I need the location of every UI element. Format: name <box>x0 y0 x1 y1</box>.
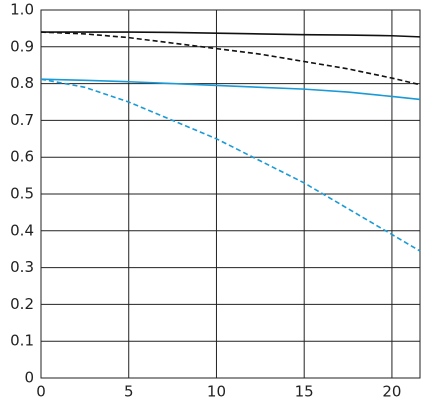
y-tick-label: 0 <box>24 369 34 387</box>
x-tick-label: 20 <box>382 383 401 401</box>
y-tick-label: 0.3 <box>10 258 34 276</box>
y-tick-label: 0.7 <box>10 111 34 129</box>
y-tick-label: 0.1 <box>10 332 34 350</box>
line-series <box>41 31 421 38</box>
x-tick-label: 10 <box>207 383 226 401</box>
y-tick-label: 0.6 <box>10 148 34 166</box>
y-tick-label: 0.8 <box>10 74 34 92</box>
line-series <box>40 78 421 252</box>
y-tick-label: 0.9 <box>10 37 34 55</box>
plot-frame <box>40 9 421 379</box>
y-tick-label: 1.0 <box>10 1 34 19</box>
y-tick-label: 0.4 <box>10 221 34 239</box>
line-series <box>40 78 421 101</box>
x-tick-label: 15 <box>295 383 314 401</box>
x-tick-label: 5 <box>124 383 134 401</box>
x-tick-label: 0 <box>36 383 46 401</box>
y-tick-label: 0.5 <box>10 185 34 203</box>
line-series <box>40 31 421 86</box>
y-tick-label: 0.2 <box>10 295 34 313</box>
